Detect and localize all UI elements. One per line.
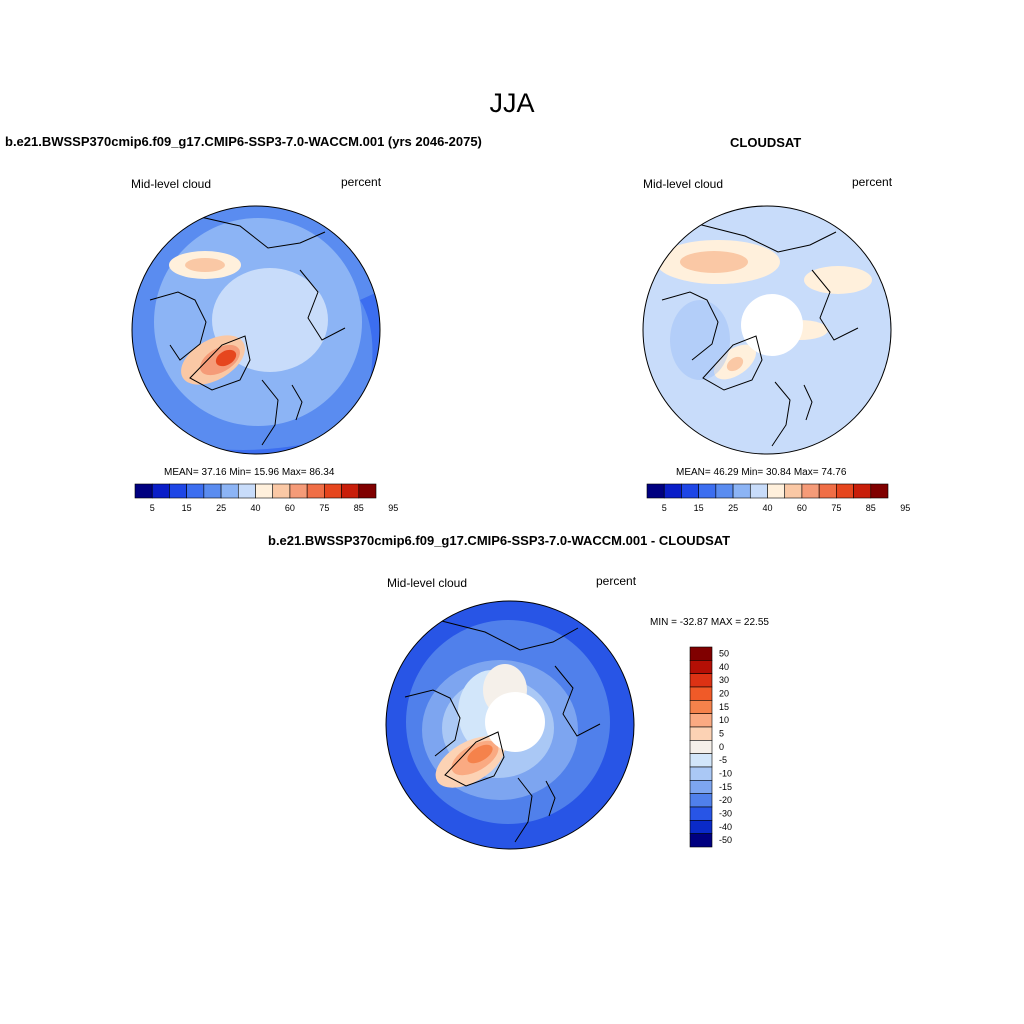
panel3-colorbar-tick-label: 15 xyxy=(719,702,729,712)
panel1-variable-label: Mid-level cloud xyxy=(131,177,212,191)
panel2-colorbar-box xyxy=(715,483,734,499)
panel3-title: b.e21.BWSSP370cmip6.f09_g17.CMIP6-SSP3-7… xyxy=(268,533,731,548)
panel1-colorbar-tick-label: 95 xyxy=(388,503,398,513)
panel1-colorbar-box xyxy=(203,483,222,499)
panel2-colorbar-box xyxy=(732,483,751,499)
panel1-units-label: percent xyxy=(341,175,382,189)
panel3-colorbar-tick-label: 5 xyxy=(719,729,724,739)
panel2-units-label: percent xyxy=(852,175,893,189)
panel3-colorbar-tick-label: -5 xyxy=(719,755,727,765)
panel1-colorbar-tick-label: 75 xyxy=(319,503,329,513)
panel1-colorbar-box xyxy=(169,483,187,499)
panel2-title: CLOUDSAT xyxy=(730,135,802,150)
panel3-colorbar-box xyxy=(689,806,713,821)
panel2-colorbar-box xyxy=(818,483,837,499)
panel3-colorbar-box xyxy=(689,740,713,754)
panel2-colorbar-box xyxy=(698,483,717,499)
panel2-colorbar-box xyxy=(663,483,682,499)
panel3-colorbar-tick-label: -50 xyxy=(719,835,732,845)
panel1-colorbar-box xyxy=(306,483,325,499)
panel1-colorbar: 5 15 25 40 60 75 85 95 xyxy=(134,483,398,513)
panel3-colorbar-box xyxy=(689,833,713,848)
panel3-colorbar-box xyxy=(689,713,713,728)
panel2-variable-label: Mid-level cloud xyxy=(643,177,724,191)
panel1-colorbar-box xyxy=(220,483,239,499)
panel2-colorbar-tick-label: 5 xyxy=(662,503,667,513)
panel3-colorbar-box xyxy=(689,686,713,701)
panel3-colorbar-box xyxy=(689,646,713,661)
panel2-colorbar-box xyxy=(784,483,803,499)
panel3-colorbar-box xyxy=(689,780,713,794)
panel2-colorbar-tick-label: 40 xyxy=(762,503,772,513)
panel2-colorbar-tick-label: 85 xyxy=(866,503,876,513)
panel3-colorbar-tick-label: -40 xyxy=(719,822,732,832)
panel1-colorbar-box xyxy=(341,483,360,499)
panel3-colorbar-tick-label: 40 xyxy=(719,662,729,672)
panel1-colorbar-box xyxy=(186,483,205,499)
panel3-colorbar-tick-label: 0 xyxy=(719,742,724,752)
panel2-colorbar-box xyxy=(801,483,820,499)
panel3-colorbar-tick-label: 10 xyxy=(719,715,729,725)
panel2-colorbar: 5 15 25 40 60 75 85 95 xyxy=(646,483,910,513)
panel3-units-label: percent xyxy=(596,574,637,588)
panel2-colorbar-tick-label: 75 xyxy=(831,503,841,513)
panel1-colorbar-box xyxy=(272,483,291,499)
panel2-colorbar-box xyxy=(681,483,699,499)
panel3-colorbar-box xyxy=(689,673,713,688)
panel2-colorbar-box xyxy=(646,483,665,499)
panel3-colorbar-box xyxy=(689,700,713,714)
panel3-colorbar-tick-label: -20 xyxy=(719,795,732,805)
panel3-polar-map xyxy=(385,600,635,850)
panel3-colorbar-tick-label: 50 xyxy=(719,649,729,659)
panel2-colorbar-tick-label: 95 xyxy=(900,503,910,513)
panel3-colorbar-tick-label: -15 xyxy=(719,782,732,792)
panel3-colorbar-tick-label: -30 xyxy=(719,809,732,819)
panel1-colorbar-box xyxy=(358,483,377,499)
panel2-colorbar-box xyxy=(749,483,768,499)
panel3-colorbar-box xyxy=(689,793,713,808)
panel3-colorbar-box xyxy=(689,820,713,834)
panel3-colorbar-tick-label: -10 xyxy=(719,769,732,779)
panel3-colorbar-box xyxy=(689,753,713,768)
panel1-colorbar-box xyxy=(134,483,153,499)
panel1-colorbar-box xyxy=(237,483,256,499)
panel2-stats: MEAN= 46.29 Min= 30.84 Max= 74.76 xyxy=(676,467,847,478)
panel1-colorbar-box xyxy=(324,483,342,499)
panel3-colorbar-tick-label: 30 xyxy=(719,675,729,685)
panel1-colorbar-tick-label: 85 xyxy=(354,503,364,513)
panel1-colorbar-tick-label: 25 xyxy=(216,503,226,513)
panel2-colorbar-box xyxy=(767,483,786,499)
panel3-stats: MIN = -32.87 MAX = 22.55 xyxy=(650,617,769,628)
panel1-colorbar-tick-label: 60 xyxy=(285,503,295,513)
panel3-colorbar-box xyxy=(689,726,713,741)
panel2-colorbar-tick-label: 60 xyxy=(797,503,807,513)
panel2-colorbar-box xyxy=(870,483,889,499)
panel1-colorbar-box xyxy=(151,483,170,499)
panel1-stats: MEAN= 37.16 Min= 15.96 Max= 86.34 xyxy=(164,467,335,478)
panel1-colorbar-tick-label: 40 xyxy=(250,503,260,513)
panel2-polar-map xyxy=(642,205,892,455)
panel1-colorbar-box xyxy=(255,483,274,499)
panel2-colorbar-tick-label: 25 xyxy=(728,503,738,513)
panel1-polar-map xyxy=(131,205,381,455)
panel1-title: b.e21.BWSSP370cmip6.f09_g17.CMIP6-SSP3-7… xyxy=(5,134,482,149)
panel1-colorbar-box xyxy=(289,483,308,499)
panel2-colorbar-box xyxy=(853,483,872,499)
panel2-colorbar-box xyxy=(836,483,854,499)
panel1-colorbar-tick-label: 15 xyxy=(182,503,192,513)
panel1-colorbar-tick-label: 5 xyxy=(150,503,155,513)
panel3-colorbar-box xyxy=(689,766,713,781)
panel3-variable-label: Mid-level cloud xyxy=(387,576,468,590)
panel3-colorbar-box xyxy=(689,660,713,674)
season-title: JJA xyxy=(489,88,535,118)
panel2-colorbar-tick-label: 15 xyxy=(694,503,704,513)
panel3-colorbar-tick-label: 20 xyxy=(719,689,729,699)
